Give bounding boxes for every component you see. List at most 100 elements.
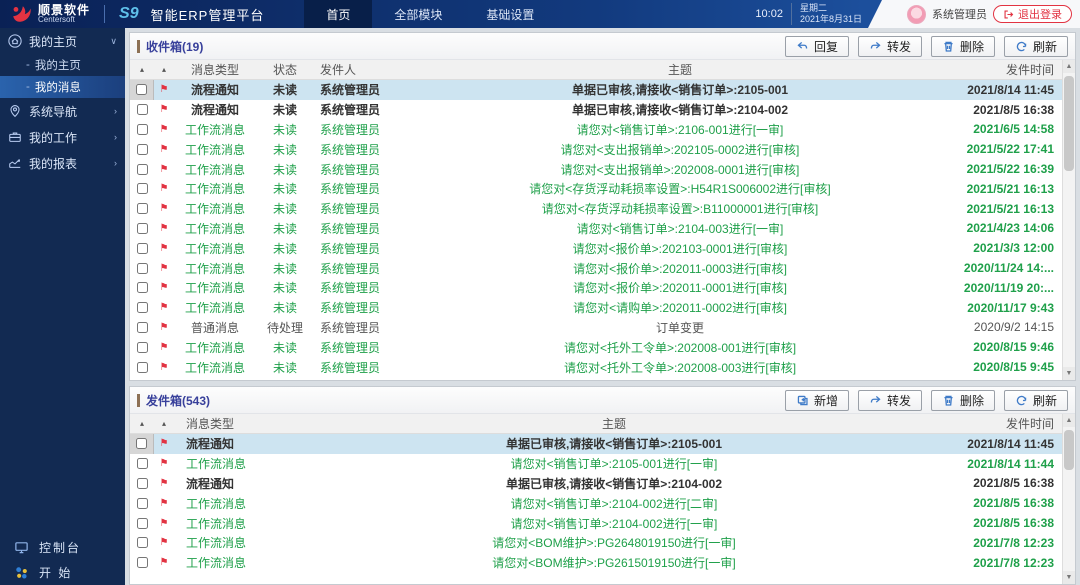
delete-button[interactable]: 删除	[930, 389, 995, 411]
table-row[interactable]: ⚑ 工作流消息 未读 系统管理员 请您对<支出报销单>:202008-0001进行[审核…	[130, 159, 1062, 179]
table-row[interactable]: ⚑ 流程通知 单据已审核,请接收<销售订单>:2104-002 2021/8/5 16…	[130, 473, 1062, 494]
brand: 顺景软件 Centersoft S9 智能ERP管理平台	[0, 3, 274, 25]
scroll-down-icon[interactable]: ▼	[1063, 571, 1075, 584]
col-subject[interactable]: 主题	[667, 63, 692, 77]
tab-all-modules[interactable]: 全部模块	[394, 7, 443, 22]
sidebar-item-system-nav[interactable]: 系统导航 ›	[0, 98, 125, 124]
col-time[interactable]: 发件时间	[1005, 63, 1054, 77]
cell-status: 未读	[272, 142, 297, 157]
row-checkbox[interactable]	[136, 458, 148, 470]
col-time[interactable]: 发件时间	[1005, 417, 1054, 431]
row-checkbox[interactable]	[136, 537, 148, 549]
cell-time: 2021/8/5 16:38	[973, 476, 1054, 491]
row-checkbox[interactable]	[136, 282, 148, 294]
scrollbar-thumb[interactable]	[1064, 430, 1074, 470]
row-checkbox[interactable]	[136, 361, 148, 373]
row-checkbox[interactable]	[136, 104, 148, 116]
cell-time: 2021/4/23 14:06	[966, 221, 1054, 236]
outbox-scrollbar[interactable]: ▲ ▼	[1062, 414, 1075, 584]
col-sender[interactable]: 发件人	[320, 63, 357, 77]
row-checkbox[interactable]	[136, 321, 148, 333]
bullet: -	[26, 59, 30, 71]
start-button[interactable]: 开 始	[0, 559, 125, 585]
refresh-icon	[1016, 395, 1027, 405]
row-checkbox[interactable]	[136, 222, 148, 234]
cell-status: 未读	[272, 182, 297, 197]
row-checkbox-cell	[130, 179, 154, 199]
table-row[interactable]: ⚑ 工作流消息 未读 系统管理员 请您对<存货浮动耗损率设置>:H54R1S006002…	[130, 178, 1062, 199]
sidebar-subitem-my-messages[interactable]: - 我的消息	[0, 76, 125, 98]
priority-sort-icon[interactable]: ▴	[161, 419, 166, 428]
row-checkbox-cell	[130, 199, 154, 219]
table-row[interactable]: ⚑ 工作流消息 请您对<销售订单>:2104-002进行[一审] 2021/8/5 1…	[130, 513, 1062, 533]
table-row[interactable]: ⚑ 工作流消息 未读 系统管理员 请您对<报价单>:202103-0001进行[审核] 2…	[130, 238, 1062, 259]
select-all-sort-icon[interactable]: ▴	[139, 65, 144, 74]
row-checkbox[interactable]	[136, 341, 148, 353]
table-row[interactable]: ⚑ 工作流消息 请您对<销售订单>:2105-001进行[一审] 2021/8/14 …	[130, 453, 1062, 474]
row-checkbox[interactable]	[136, 302, 148, 314]
tab-basic-settings[interactable]: 基础设置	[486, 7, 535, 22]
user-avatar[interactable]	[907, 4, 926, 24]
sidebar-subitem-my-home[interactable]: - 我的主页	[0, 54, 125, 76]
scroll-up-icon[interactable]: ▲	[1063, 60, 1075, 73]
table-row[interactable]: ⚑ 工作流消息 未读 系统管理员 请您对<销售订单>:2104-003进行[一审] 202…	[130, 218, 1062, 239]
scroll-down-icon[interactable]: ▼	[1063, 367, 1075, 380]
row-checkbox[interactable]	[136, 183, 148, 195]
select-all-sort-icon[interactable]: ▴	[139, 419, 144, 428]
table-row[interactable]: ⚑ 工作流消息 未读 系统管理员 请您对<请购单>:202011-0002进行[审核] 2…	[130, 297, 1062, 318]
table-row[interactable]: ⚑ 工作流消息 未读 系统管理员 请您对<报价单>:202011-0001进行[审核] 2…	[130, 277, 1062, 298]
sidebar-item-my-reports[interactable]: 我的报表 ›	[0, 150, 125, 176]
row-checkbox[interactable]	[136, 163, 148, 175]
refresh-button[interactable]: 刷新	[1003, 35, 1068, 57]
refresh-button[interactable]: 刷新	[1003, 389, 1068, 411]
table-row[interactable]: ⚑ 普通消息 待处理 系统管理员 订单变更 2020/9/2 14:15	[130, 317, 1062, 338]
cell-time: 2021/5/21 16:13	[966, 201, 1054, 216]
row-checkbox[interactable]	[136, 438, 147, 450]
table-row[interactable]: ⚑ 工作流消息 未读 系统管理员 请您对<支出报销单>:202105-0002进行[审核…	[130, 139, 1062, 160]
row-checkbox[interactable]	[136, 477, 148, 489]
row-checkbox[interactable]	[136, 517, 148, 529]
col-status[interactable]: 状态	[272, 63, 297, 77]
priority-sort-icon[interactable]: ▴	[161, 65, 166, 74]
sidebar-item-my-work[interactable]: 我的工作 ›	[0, 124, 125, 150]
reply-button[interactable]: 回复	[784, 35, 849, 57]
inbox-scrollbar[interactable]: ▲ ▼	[1062, 60, 1075, 380]
row-checkbox[interactable]	[136, 143, 148, 155]
row-checkbox[interactable]	[136, 242, 148, 254]
row-checkbox[interactable]	[136, 497, 148, 509]
row-checkbox[interactable]	[136, 84, 147, 96]
sidebar-item-my-home[interactable]: 我的主页 ∨	[0, 28, 125, 54]
delete-button[interactable]: 删除	[930, 35, 995, 57]
new-button[interactable]: 新增	[784, 389, 849, 411]
row-checkbox[interactable]	[136, 203, 148, 215]
logout-button[interactable]: 退出登录	[993, 5, 1072, 23]
cell-status: 未读	[272, 83, 297, 98]
table-row[interactable]: ⚑ 工作流消息 请您对<销售订单>:2104-002进行[二审] 2021/8/5 1…	[130, 493, 1062, 514]
table-row[interactable]: ⚑ 工作流消息 请您对<BOM维护>:PG2615019150进行[一审] 2021/…	[130, 552, 1062, 573]
table-row[interactable]: ⚑ 流程通知 单据已审核,请接收<销售订单>:2105-001 2021/8/14 1…	[130, 434, 1062, 454]
product-name: 智能ERP管理平台	[150, 7, 265, 23]
table-row[interactable]: ⚑ 工作流消息 未读 系统管理员 请您对<托外工令单>:202008-003进行[审核]…	[130, 357, 1062, 377]
forward-button[interactable]: 转发	[857, 35, 922, 57]
table-row[interactable]: ⚑ 流程通知 未读 系统管理员 单据已审核,请接收<销售订单>:2104-002 2021…	[130, 99, 1062, 120]
table-row[interactable]: ⚑ 工作流消息 未读 系统管理员 请您对<销售订单>:2106-001进行[一审] 202…	[130, 119, 1062, 140]
tab-home[interactable]: 首页	[304, 0, 373, 28]
table-row[interactable]: ⚑ 工作流消息 请您对<BOM维护>:PG2648019150进行[一审] 2021/…	[130, 532, 1062, 553]
col-type[interactable]: 消息类型	[190, 63, 239, 77]
row-checkbox[interactable]	[136, 262, 148, 274]
table-row[interactable]: ⚑ 工作流消息 未读 系统管理员 请您对<报价单>:202011-0003进行[审核] 2…	[130, 258, 1062, 278]
table-row[interactable]: ⚑ 工作流消息 未读 系统管理员 请您对<存货浮动耗损率设置>:B11000001进行[…	[130, 198, 1062, 219]
table-row[interactable]: ⚑ 流程通知 未读 系统管理员 单据已审核,请接收<销售订单>:2105-001 2021…	[130, 80, 1062, 100]
outbox-table-header: ▴ ▴ 消息类型 主题 发件时间	[130, 414, 1062, 434]
table-row[interactable]: ⚑ 工作流消息 未读 系统管理员 请您对<托外工令单>:202008-001进行[审核]…	[130, 337, 1062, 358]
row-checkbox[interactable]	[136, 123, 148, 135]
forward-button[interactable]: 转发	[857, 389, 922, 411]
section-accent-bar	[137, 39, 140, 53]
scrollbar-thumb[interactable]	[1064, 76, 1074, 171]
scroll-up-icon[interactable]: ▲	[1063, 414, 1075, 427]
row-checkbox[interactable]	[136, 557, 148, 569]
col-type[interactable]: 消息类型	[186, 417, 235, 431]
col-subject[interactable]: 主题	[601, 417, 626, 431]
console-button[interactable]: 控制台	[0, 535, 125, 559]
cell-status: 未读	[272, 360, 297, 375]
